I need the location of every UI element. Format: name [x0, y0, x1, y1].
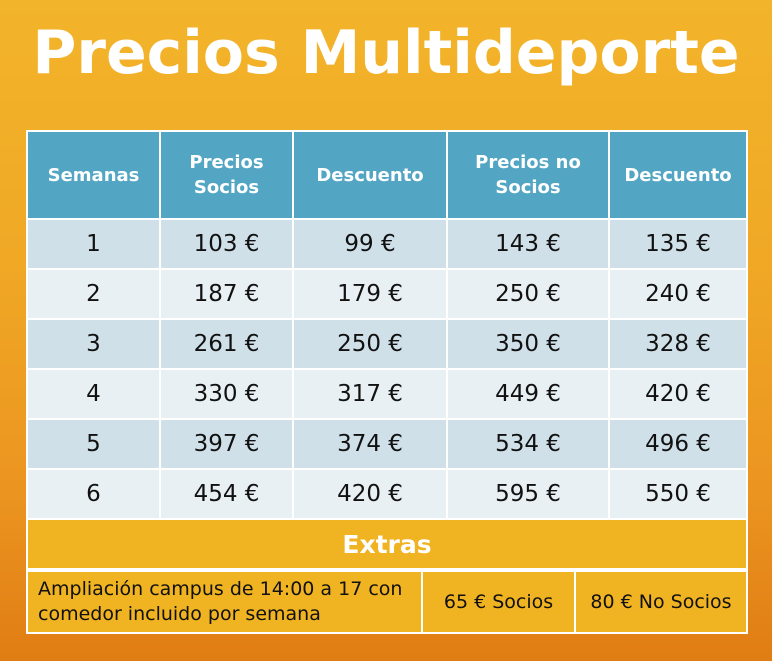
- extras-table: Ampliación campus de 14:00 a 17 con come…: [26, 570, 748, 634]
- cell-semanas: 5: [26, 418, 161, 470]
- cell-descuento-socios: 317 €: [292, 368, 448, 420]
- cell-descuento-no-socios: 496 €: [608, 418, 748, 470]
- cell-descuento-no-socios: 240 €: [608, 268, 748, 320]
- price-table: Semanas Precios Socios Descuento Precios…: [26, 130, 748, 570]
- page-title: Precios Multideporte: [32, 18, 740, 88]
- cell-precio-no-socios: 449 €: [446, 368, 610, 420]
- header-precios-socios: Precios Socios: [159, 130, 294, 220]
- table-row: 1 103 €99 €143 €135 €: [26, 218, 748, 270]
- header-descuento-socios: Descuento: [292, 130, 448, 220]
- extras-price-socios: 65 € Socios: [421, 570, 576, 634]
- cell-precio-socios: 261 €: [159, 318, 294, 370]
- cell-descuento-no-socios: 135 €: [608, 218, 748, 270]
- header-precios-no-socios: Precios no Socios: [446, 130, 610, 220]
- cell-semanas: 2: [26, 268, 161, 320]
- table-row: 4 330 €317 €449 €420 €: [26, 368, 748, 420]
- cell-semanas: 1: [26, 218, 161, 270]
- cell-precio-socios: 103 €: [159, 218, 294, 270]
- cell-precio-socios: 187 €: [159, 268, 294, 320]
- cell-descuento-socios: 99 €: [292, 218, 448, 270]
- cell-precio-no-socios: 595 €: [446, 468, 610, 520]
- header-semanas: Semanas: [26, 130, 161, 220]
- cell-precio-no-socios: 143 €: [446, 218, 610, 270]
- cell-descuento-no-socios: 550 €: [608, 468, 748, 520]
- cell-semanas: 3: [26, 318, 161, 370]
- cell-precio-socios: 454 €: [159, 468, 294, 520]
- header-row: Semanas Precios Socios Descuento Precios…: [26, 130, 748, 220]
- extras-price-no-socios: 80 € No Socios: [574, 570, 748, 634]
- extras-title: Extras: [26, 518, 748, 570]
- cell-precio-no-socios: 350 €: [446, 318, 610, 370]
- cell-precio-socios: 330 €: [159, 368, 294, 420]
- extras-description: Ampliación campus de 14:00 a 17 con come…: [26, 570, 423, 634]
- cell-descuento-socios: 420 €: [292, 468, 448, 520]
- cell-precio-no-socios: 250 €: [446, 268, 610, 320]
- cell-precio-no-socios: 534 €: [446, 418, 610, 470]
- table-row: 3 261 €250 €350 €328 €: [26, 318, 748, 370]
- cell-precio-socios: 397 €: [159, 418, 294, 470]
- table-row: 2 187 €179 €250 €240 €: [26, 268, 748, 320]
- cell-descuento-no-socios: 328 €: [608, 318, 748, 370]
- table-row: 5 397 €374 €534 €496 €: [26, 418, 748, 470]
- header-descuento-no-socios: Descuento: [608, 130, 748, 220]
- cell-descuento-socios: 179 €: [292, 268, 448, 320]
- cell-descuento-socios: 250 €: [292, 318, 448, 370]
- cell-semanas: 4: [26, 368, 161, 420]
- table-row: 6 454 €420 €595 €550 €: [26, 468, 748, 520]
- cell-semanas: 6: [26, 468, 161, 520]
- cell-descuento-no-socios: 420 €: [608, 368, 748, 420]
- cell-descuento-socios: 374 €: [292, 418, 448, 470]
